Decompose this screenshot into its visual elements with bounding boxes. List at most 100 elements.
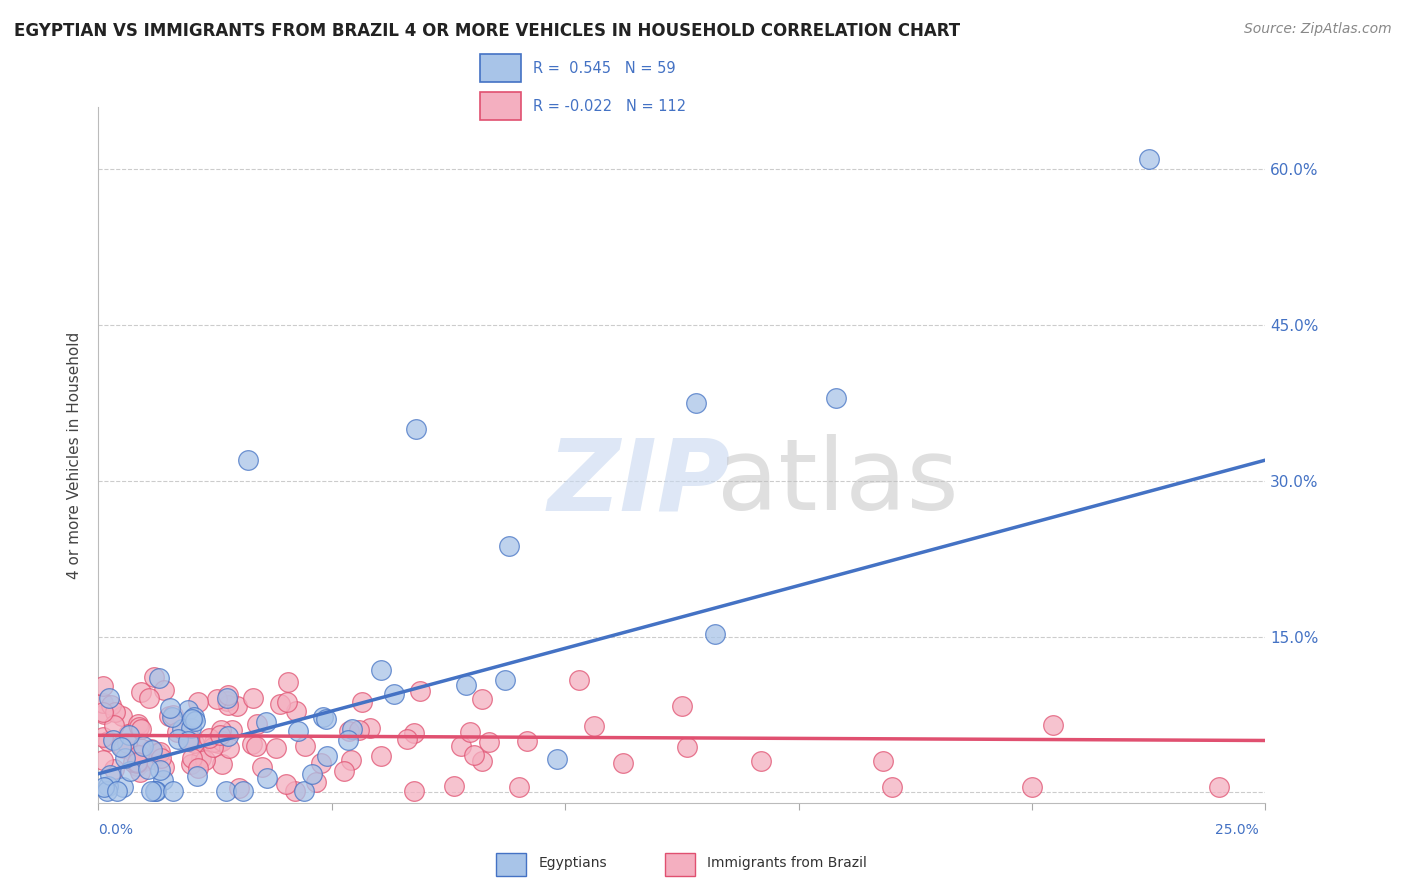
Point <box>129 684 152 698</box>
Point <box>202 739 225 754</box>
Point <box>129 722 152 736</box>
Point <box>202 735 225 749</box>
Point <box>111 780 134 795</box>
Text: 25.0%: 25.0% <box>1215 823 1258 837</box>
Point <box>148 671 170 685</box>
Point <box>97 733 120 747</box>
Point <box>478 734 501 748</box>
Point <box>91 753 114 767</box>
Point <box>93 780 115 795</box>
Point <box>242 690 264 705</box>
Text: atlas: atlas <box>717 434 959 532</box>
Point <box>217 694 239 708</box>
Point <box>110 740 132 755</box>
Point <box>180 756 202 771</box>
Text: 0.0%: 0.0% <box>98 823 134 837</box>
Point <box>211 757 233 772</box>
Point <box>96 784 118 798</box>
Point <box>337 724 360 739</box>
Point <box>91 705 114 719</box>
Point <box>347 723 370 737</box>
Point <box>450 739 472 753</box>
Point <box>125 756 148 771</box>
Point <box>115 736 138 750</box>
Point <box>880 780 903 795</box>
Point <box>256 771 278 785</box>
Point <box>153 683 176 698</box>
Point <box>150 751 173 765</box>
Point <box>177 703 200 717</box>
Point <box>508 780 530 795</box>
Point <box>246 717 269 731</box>
Point <box>91 679 114 693</box>
Point <box>671 698 693 713</box>
Point <box>254 714 277 729</box>
Point <box>177 731 200 745</box>
Point <box>277 674 299 689</box>
Point <box>209 723 232 738</box>
Point <box>141 743 163 757</box>
Point <box>197 731 219 746</box>
Point <box>284 705 307 719</box>
Point <box>1137 152 1160 166</box>
Point <box>292 784 315 798</box>
Point <box>138 690 160 705</box>
Bar <box>665 853 695 876</box>
Point <box>183 710 205 724</box>
Point <box>236 453 259 467</box>
Point <box>221 723 243 737</box>
Point <box>152 773 174 788</box>
Point <box>217 689 239 703</box>
Text: Immigrants from Brazil: Immigrants from Brazil <box>707 856 868 871</box>
Point <box>274 777 297 791</box>
Point <box>114 750 136 764</box>
Point <box>187 761 209 775</box>
Point <box>546 752 568 766</box>
Point <box>264 741 287 756</box>
Point <box>287 723 309 738</box>
Point <box>117 727 139 741</box>
Point <box>183 735 205 749</box>
Text: R =  0.545   N = 59: R = 0.545 N = 59 <box>533 61 675 76</box>
Point <box>228 781 250 796</box>
Point <box>350 695 373 709</box>
Point <box>194 753 217 767</box>
Point <box>396 732 419 747</box>
Point <box>207 736 229 750</box>
Point <box>98 768 121 782</box>
Point <box>208 728 231 742</box>
Point <box>105 784 128 798</box>
Point <box>404 726 426 740</box>
Point <box>583 719 606 733</box>
Point <box>240 738 263 752</box>
Point <box>217 698 239 712</box>
Point <box>143 784 166 798</box>
Point <box>568 673 591 688</box>
Point <box>128 764 150 779</box>
Point <box>97 779 120 793</box>
Point <box>872 754 894 768</box>
Bar <box>496 853 526 876</box>
Point <box>685 396 707 410</box>
Point <box>149 745 172 759</box>
Point <box>305 775 328 789</box>
Text: ZIP: ZIP <box>548 434 731 532</box>
Point <box>170 722 193 736</box>
Point <box>471 754 494 768</box>
Point <box>207 691 229 706</box>
Point <box>179 733 201 747</box>
Point <box>340 722 363 736</box>
Point <box>494 673 516 687</box>
Point <box>136 762 159 776</box>
Point <box>132 755 155 769</box>
Point <box>309 756 332 770</box>
Point <box>315 712 337 726</box>
Point <box>177 734 200 748</box>
Point <box>676 740 699 755</box>
Point <box>498 539 520 553</box>
Point <box>167 732 190 747</box>
Point <box>284 784 307 798</box>
Point <box>152 760 174 774</box>
Point <box>127 755 149 769</box>
Point <box>370 749 392 764</box>
